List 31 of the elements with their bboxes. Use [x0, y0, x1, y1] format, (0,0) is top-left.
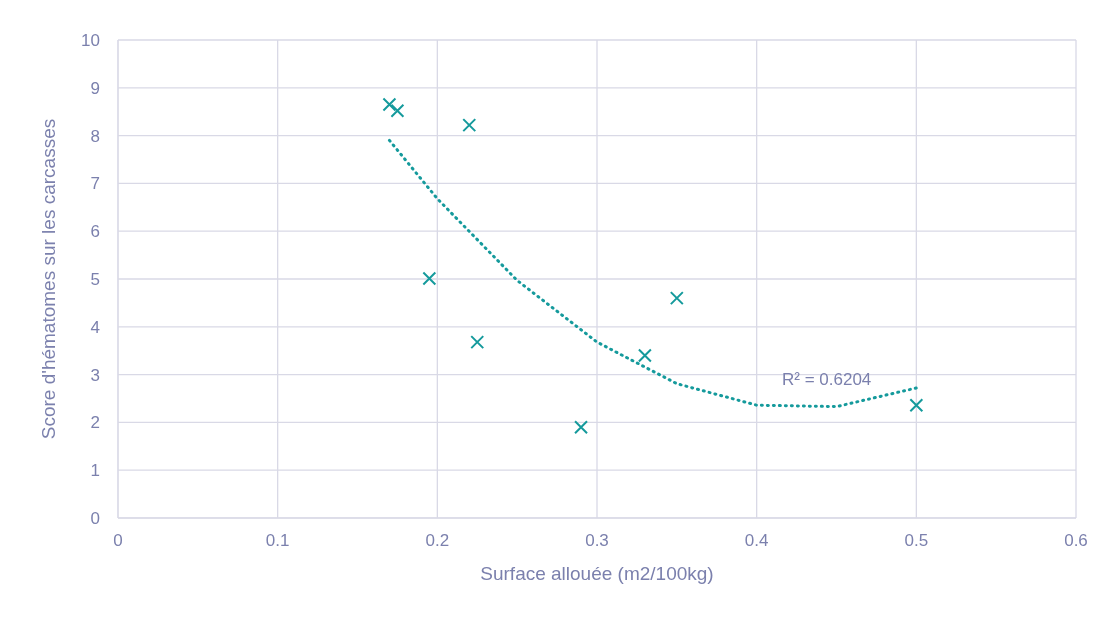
y-tick-label: 5	[90, 270, 100, 290]
line-series	[387, 138, 918, 409]
point	[422, 271, 437, 286]
x-tick-label: 0.1	[265, 531, 290, 551]
point	[470, 335, 485, 350]
point	[390, 103, 405, 118]
annotation: R² = 0.6204	[782, 370, 872, 390]
y-axis-title: Score d'hématomes sur les carcasses	[37, 118, 59, 440]
y-tick-label: 7	[90, 174, 100, 194]
point	[909, 398, 924, 413]
y-tick-label: 3	[90, 365, 100, 385]
point	[637, 348, 652, 363]
x-axis-title: Surface allouée (m2/100kg)	[480, 563, 714, 584]
y-tick-label: 9	[90, 78, 100, 98]
y-tick-label: 2	[90, 413, 100, 433]
x-tick-label: 0.5	[904, 531, 929, 551]
x-tick-label: 0.3	[585, 531, 609, 551]
point	[462, 118, 477, 133]
y-tick-label: 1	[90, 461, 100, 481]
point	[669, 291, 684, 306]
y-tick-label: 4	[90, 317, 100, 337]
y-tick-label: 6	[90, 222, 100, 242]
y-tick-label: 10	[81, 31, 100, 51]
x-tick-label: 0	[113, 531, 123, 551]
point	[574, 420, 589, 435]
point	[382, 97, 397, 112]
x-tick-label: 0.6	[1064, 531, 1088, 551]
x-tick-label: 0.2	[425, 531, 450, 551]
x-tick-label: 0.4	[744, 531, 769, 551]
y-tick-label: 0	[90, 509, 100, 529]
y-tick-label: 8	[90, 126, 100, 146]
